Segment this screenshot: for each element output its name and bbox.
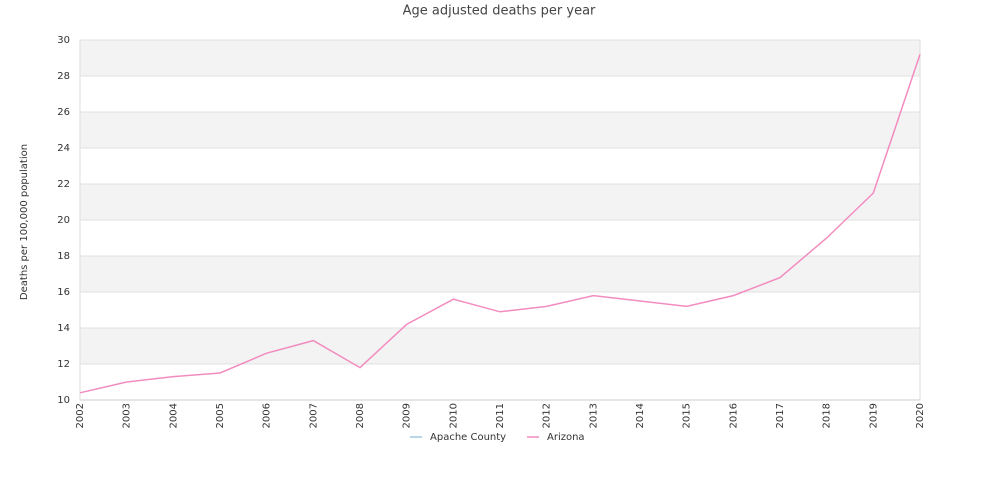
legend-label: Apache County [430,432,506,443]
x-tick-label: 2015 [682,403,693,428]
grid-band [80,112,920,148]
x-tick-label: 2013 [588,403,599,428]
x-tick-label: 2002 [75,403,86,428]
x-tick-label: 2003 [122,403,133,428]
chart-title: Age adjusted deaths per year [403,4,596,19]
x-tick-label: 2018 [822,403,833,428]
x-tick-label: 2004 [168,403,179,428]
x-tick-label: 2009 [402,403,413,428]
x-tick-label: 2011 [495,403,506,428]
y-tick-label: 16 [57,287,70,298]
x-tick-label: 2019 [868,403,879,428]
x-tick-label: 2008 [355,403,366,428]
y-tick-label: 12 [57,359,70,370]
y-tick-label: 10 [57,395,70,406]
y-tick-label: 30 [57,35,70,46]
y-tick-label: 20 [57,215,70,226]
data-line [79,54,921,394]
x-tick-label: 2007 [308,403,319,428]
y-tick-label: 18 [57,251,70,262]
grid-band [80,256,920,292]
y-tick-label: 26 [57,107,70,118]
x-tick-label: 2010 [448,403,459,428]
x-tick-label: 2020 [915,403,926,428]
grid-band [80,184,920,220]
x-tick-label: 2012 [542,403,553,428]
y-axis-title: Deaths per 100,000 population [19,144,30,300]
x-tick-label: 2005 [215,403,226,428]
x-tick-label: 2017 [775,403,786,428]
y-tick-label: 28 [57,71,70,82]
y-tick-label: 22 [57,179,70,190]
legend-label: Arizona [547,432,585,443]
y-tick-label: 14 [57,323,70,334]
grid-band [80,40,920,76]
x-tick-label: 2006 [262,403,273,428]
grid-band [80,328,920,364]
y-tick-label: 24 [57,143,70,154]
x-tick-label: 2016 [728,403,739,428]
x-tick-label: 2014 [635,403,646,428]
